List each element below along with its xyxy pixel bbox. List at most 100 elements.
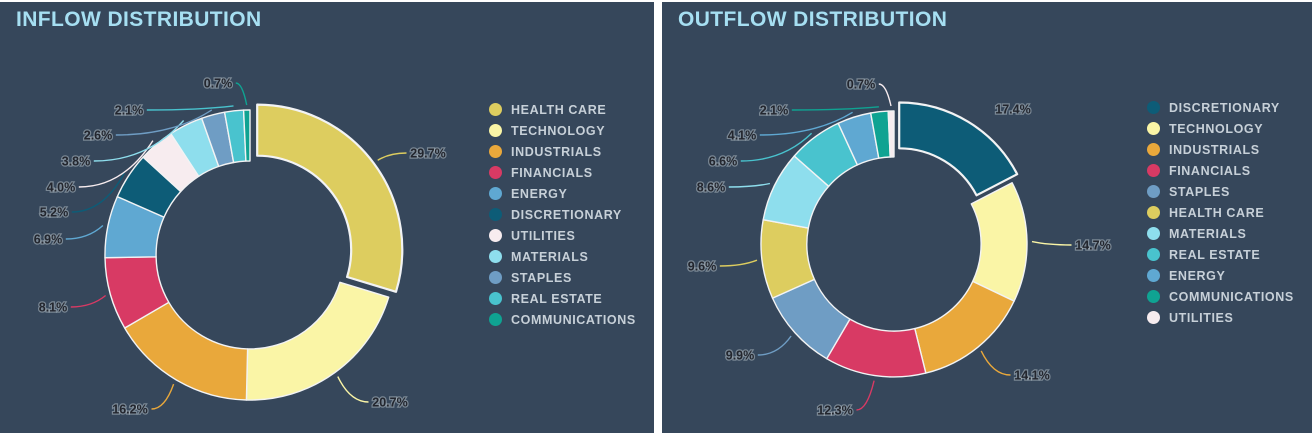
donut-slice-utilities[interactable] [887,110,895,158]
legend-label: HEALTH CARE [1169,205,1265,220]
legend-label: MATERIALS [1169,226,1247,241]
leader-line-real-estate [146,105,234,111]
legend-item-staples[interactable]: STAPLES [489,267,636,288]
leader-line-technology [1031,240,1072,246]
legend-label: INDUSTRIALS [1169,142,1260,157]
pct-label-utilities: 0.7% [847,77,876,91]
legend-swatch [489,145,502,158]
pct-label-energy: 4.1% [728,128,757,142]
leader-line-financials [856,380,875,411]
legend-swatch [489,208,502,221]
pct-label-real-estate: 2.1% [115,103,144,117]
pct-label-discretionary: 17.4% [995,102,1030,116]
legend-swatch [1147,185,1160,198]
legend-label: REAL ESTATE [1169,247,1261,262]
legend-label: UTILITIES [1169,310,1234,325]
legend-swatch [1147,248,1160,261]
legend-item-technology[interactable]: TECHNOLOGY [1147,118,1294,139]
legend-item-staples[interactable]: STAPLES [1147,181,1294,202]
legend-item-communications[interactable]: COMMUNICATIONS [489,309,636,330]
legend-item-utilities[interactable]: UTILITIES [1147,307,1294,328]
inflow-panel: 29.7% 20.7% 16.2% 8.1% 6.9% 5.2% 4.0% 3.8% 2.6% 2… [0,2,654,433]
outflow-donut-chart: 17.4% 14.7% 14.1% 12.3% 9.9% 9.6% 8.6% 6.6% 4.1%… [687,76,1112,418]
legend-item-financials[interactable]: FINANCIALS [489,162,636,183]
legend-label: COMMUNICATIONS [1169,289,1294,304]
leader-line-communications [235,82,248,106]
legend-swatch [1147,101,1160,114]
leader-line-staples [115,109,213,136]
pct-label-staples: 9.9% [726,348,755,362]
legend-swatch [489,250,502,263]
legend-swatch [489,166,502,179]
leader-line-communications [791,106,879,111]
legend-item-health-care[interactable]: HEALTH CARE [1147,202,1294,223]
leader-line-health-care [377,152,407,161]
legend-item-materials[interactable]: MATERIALS [1147,223,1294,244]
pct-label-health-care: 9.6% [688,259,717,273]
legend-item-financials[interactable]: FINANCIALS [1147,160,1294,181]
pct-label-technology: 20.7% [372,395,407,409]
legend-swatch [489,292,502,305]
legend-item-health-care[interactable]: HEALTH CARE [489,99,636,120]
legend-swatch [1147,227,1160,240]
donut-slice-communications[interactable] [242,109,251,162]
outflow-title: OUTFLOW DISTRIBUTION [678,8,948,31]
legend-label: UTILITIES [511,228,576,243]
legend-label: DISCRETIONARY [1169,100,1280,115]
legend-label: FINANCIALS [511,165,593,180]
legend-label: INDUSTRIALS [511,144,602,159]
legend-swatch [1147,143,1160,156]
legend-swatch [1147,290,1160,303]
pct-label-energy: 6.9% [34,232,63,246]
legend-label: STAPLES [511,270,572,285]
legend-swatch [489,103,502,116]
pct-label-staples: 2.6% [84,128,113,142]
legend-item-discretionary[interactable]: DISCRETIONARY [489,204,636,225]
legend-swatch [1147,164,1160,177]
legend-item-discretionary[interactable]: DISCRETIONARY [1147,97,1294,118]
leader-line-materials [93,120,185,162]
donut-slice-discretionary[interactable] [898,101,1019,197]
legend-label: ENERGY [1169,268,1226,283]
legend-swatch [489,271,502,284]
leader-line-industrials [980,350,1011,376]
pct-label-utilities: 4.0% [47,180,76,194]
legend-swatch [1147,311,1160,324]
pct-label-industrials: 16.2% [112,402,147,416]
legend-item-technology[interactable]: TECHNOLOGY [489,120,636,141]
pct-label-real-estate: 6.6% [709,154,738,168]
legend-item-industrials[interactable]: INDUSTRIALS [489,141,636,162]
legend-item-energy[interactable]: ENERGY [489,183,636,204]
legend-item-energy[interactable]: ENERGY [1147,265,1294,286]
outflow-legend: DISCRETIONARY TECHNOLOGY INDUSTRIALS FINANC… [1147,97,1294,328]
legend-item-real-estate[interactable]: REAL ESTATE [489,288,636,309]
legend-item-real-estate[interactable]: REAL ESTATE [1147,244,1294,265]
legend-item-utilities[interactable]: UTILITIES [489,225,636,246]
legend-item-materials[interactable]: MATERIALS [489,246,636,267]
outflow-panel: 17.4% 14.7% 14.1% 12.3% 9.9% 9.6% 8.6% 6.6% 4.1%… [662,2,1312,433]
donut-slice-health-care[interactable] [256,103,404,293]
legend-label: TECHNOLOGY [1169,121,1264,136]
inflow-legend: HEALTH CARE TECHNOLOGY INDUSTRIALS FINANCIA… [489,99,636,330]
pct-label-materials: 8.6% [697,180,726,194]
donut-slice-technology[interactable] [245,281,390,401]
legend-swatch [1147,206,1160,219]
legend-swatch [489,187,502,200]
legend-item-communications[interactable]: COMMUNICATIONS [1147,286,1294,307]
legend-item-industrials[interactable]: INDUSTRIALS [1147,139,1294,160]
donut-slice-industrials[interactable] [914,280,1015,374]
pct-label-communications: 2.1% [760,103,789,117]
legend-swatch [489,313,502,326]
inflow-title: INFLOW DISTRIBUTION [16,8,262,31]
legend-swatch [489,124,502,137]
leader-line-staples [757,335,792,356]
pct-label-health-care: 29.7% [410,146,445,160]
leader-line-industrials [151,383,175,410]
legend-label: REAL ESTATE [511,291,603,306]
legend-label: ENERGY [511,186,568,201]
inflow-donut-chart: 29.7% 20.7% 16.2% 8.1% 6.9% 5.2% 4.0% 3.8% 2.6%2… [33,75,447,417]
legend-label: STAPLES [1169,184,1230,199]
donut-slice-technology[interactable] [970,182,1028,302]
pct-label-industrials: 14.1% [1014,368,1049,382]
